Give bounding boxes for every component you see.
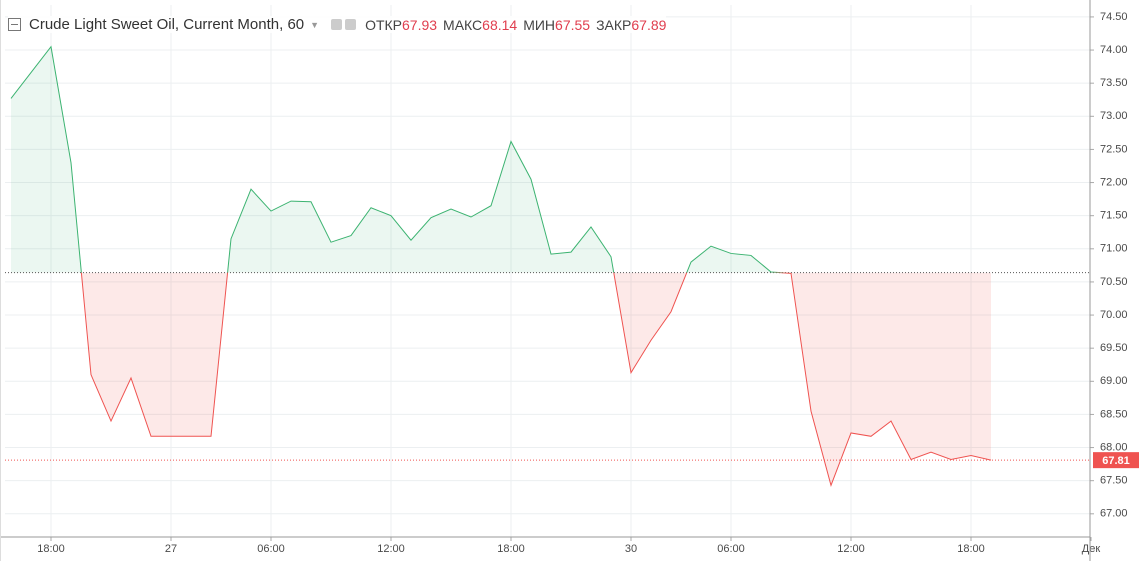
quote-label: МИН <box>523 16 556 33</box>
y-tick-label: 74.00 <box>1100 44 1128 56</box>
quotes: ОТКР67.93 МАКС68.14 МИН67.55 ЗАКР67.89 <box>359 17 666 33</box>
line-up <box>10 45 789 273</box>
quote-label: ОТКР <box>365 16 402 33</box>
quote-value: 68.14 <box>482 16 518 33</box>
quote: МАКС68.14 <box>443 17 517 33</box>
quote-value: 67.93 <box>402 16 438 33</box>
x-tick-label: 27 <box>165 543 177 555</box>
symbol-title: Crude Light Sweet Oil, Current Month, 60 <box>29 16 305 33</box>
line-down <box>80 272 992 487</box>
y-tick-label: 71.50 <box>1100 210 1128 222</box>
x-tick-label: 18:00 <box>957 543 985 555</box>
y-tick-label: 70.00 <box>1100 309 1128 321</box>
dropdown-arrow[interactable]: ▼ <box>310 19 320 30</box>
last-price-box <box>1093 452 1139 469</box>
y-tick-label: 68.50 <box>1100 408 1128 420</box>
y-tick-label: 69.00 <box>1100 375 1128 387</box>
quote: МИН67.55 <box>523 17 590 33</box>
x-tick-label: 12:00 <box>837 543 865 555</box>
legend-header: Crude Light Sweet Oil, Current Month, 60… <box>8 16 667 33</box>
last-price-label: 67.81 <box>1102 455 1130 467</box>
y-tick-label: 67.00 <box>1100 508 1128 520</box>
area-down <box>81 272 991 486</box>
y-tick-label: 74.50 <box>1100 11 1128 23</box>
icon[interactable] <box>345 19 357 30</box>
y-tick-label: 72.50 <box>1100 143 1128 155</box>
collapse-icon[interactable] <box>8 18 21 31</box>
x-tick-label: 18:00 <box>37 543 65 555</box>
y-tick-label: 73.00 <box>1100 110 1128 122</box>
quote: ОТКР67.93 <box>365 17 437 33</box>
area-up <box>11 46 991 273</box>
y-tick-label: 69.50 <box>1100 342 1128 354</box>
y-tick-label: 68.00 <box>1100 441 1128 453</box>
x-tick-label: Дек <box>1082 543 1101 555</box>
quote-value: 67.89 <box>631 16 667 33</box>
x-tick-label: 06:00 <box>717 543 745 555</box>
x-tick-label: 18:00 <box>497 543 525 555</box>
quote-label: МАКС <box>443 16 483 33</box>
quote-label: ЗАКР <box>596 16 632 33</box>
y-tick-label: 71.00 <box>1100 243 1128 255</box>
y-tick-label: 67.50 <box>1100 475 1128 487</box>
y-tick-label: 70.50 <box>1100 276 1128 288</box>
quote: ЗАКР67.89 <box>596 17 666 33</box>
x-tick-label: 06:00 <box>257 543 285 555</box>
x-tick-label: 30 <box>625 543 637 555</box>
icon[interactable] <box>331 19 343 30</box>
y-tick-label: 72.00 <box>1100 176 1128 188</box>
quote-value: 67.55 <box>555 16 591 33</box>
y-tick-label: 73.50 <box>1100 77 1128 89</box>
x-tick-label: 12:00 <box>377 543 405 555</box>
